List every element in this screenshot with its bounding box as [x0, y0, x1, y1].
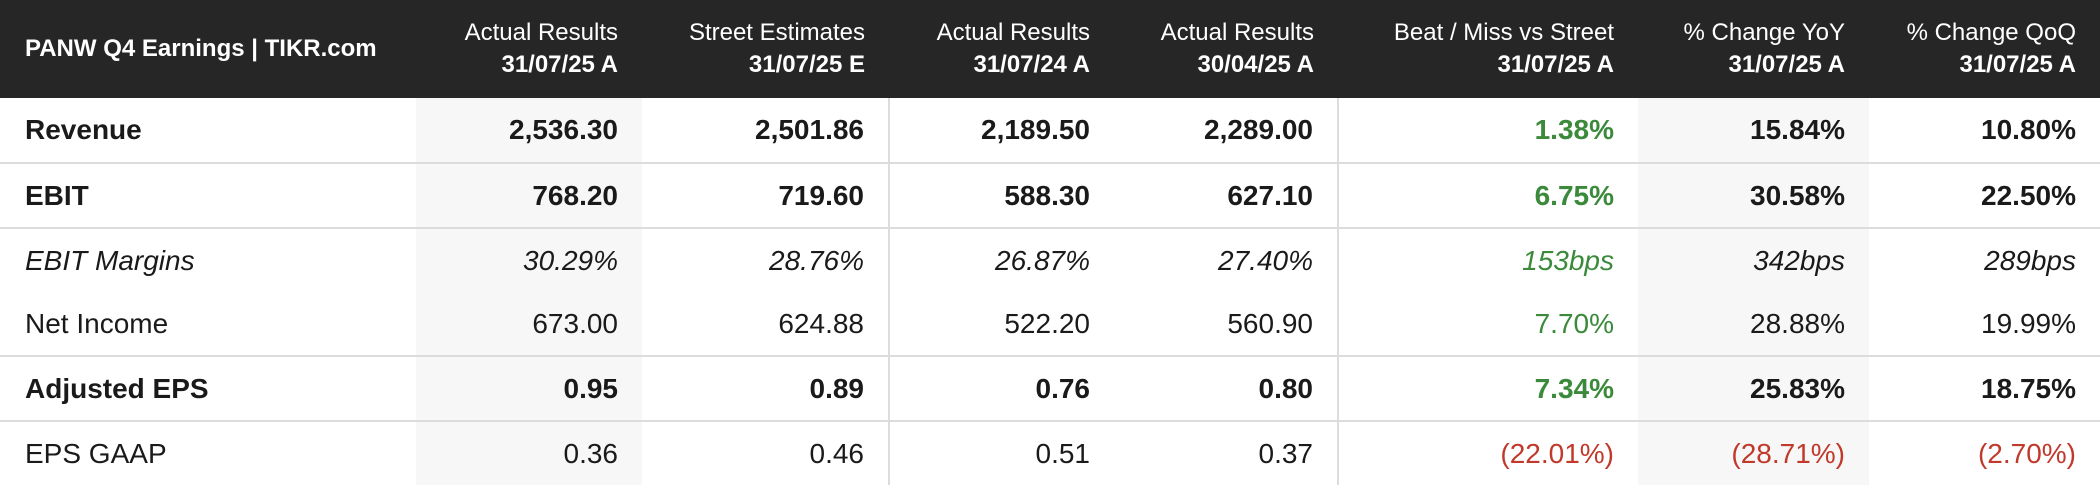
table-cell: 0.76: [889, 355, 1114, 421]
col-name: Beat / Miss vs Street: [1393, 19, 1614, 46]
table-cell: 27.40%: [1114, 227, 1339, 292]
col-name: % Change QoQ: [1906, 19, 2076, 46]
table-cell: 22.50%: [1869, 162, 2100, 228]
table-cell: 15.84%: [1638, 98, 1869, 163]
table-cell: (2.70%): [1869, 420, 2100, 485]
table-cell: 673.00: [416, 292, 642, 356]
row-label: EBIT: [0, 162, 416, 228]
table-cell: 0.36: [416, 420, 642, 485]
table-row: EBIT 768.20 719.60 588.30 627.10 6.75% 30.58% 2…: [0, 162, 2100, 228]
table-cell: 0.95: [416, 355, 642, 421]
col-name: Actual Results: [1160, 19, 1314, 46]
table-cell: 768.20: [416, 162, 642, 228]
col-name: Actual Results: [464, 19, 618, 46]
table-cell: 624.88: [642, 292, 890, 356]
table-cell: 28.76%: [642, 227, 890, 292]
table-cell: 342bps: [1638, 227, 1869, 292]
col-header-beat-miss: Beat / Miss vs Street 31/07/25 A: [1338, 0, 1638, 98]
col-period: 31/07/25 E: [748, 51, 865, 78]
col-period: 31/07/25 A: [501, 51, 618, 78]
earnings-table: PANW Q4 Earnings | TIKR.com Actual Resul…: [0, 0, 2100, 485]
table-cell: 2,501.86: [642, 98, 890, 163]
row-label: EPS GAAP: [0, 420, 416, 485]
col-header-street-estimates: Street Estimates 31/07/25 E: [642, 0, 889, 98]
table-cell: 0.89: [642, 355, 890, 421]
row-label: Revenue: [25, 114, 142, 145]
col-header-change-qoq: % Change QoQ 31/07/25 A: [1869, 0, 2100, 98]
table-row: Revenue 2,536.30 2,501.86 2,189.50 2,289.00 1…: [0, 98, 2100, 163]
table-cell: 30.58%: [1638, 162, 1869, 228]
table-cell: 2,289.00: [1114, 98, 1339, 163]
table-cell: 522.20: [1004, 307, 1090, 339]
table-cell: 153bps: [1338, 227, 1638, 292]
table-cell: 6.75%: [1338, 162, 1638, 228]
table-cell: 2,536.30: [416, 98, 642, 163]
table-cell: 588.30: [889, 162, 1114, 228]
table-body: Revenue 2,536.30 2,501.86 2,189.50 2,289.00 1…: [0, 98, 2100, 485]
table-cell: 19.99%: [1981, 307, 2076, 339]
col-header-change-yoy: % Change YoY 31/07/25 A: [1638, 0, 1869, 98]
table-row: Net Income 673.00 624.88 522.20 560.90 7.70% 2…: [0, 292, 2100, 356]
table-cell: 30.29%: [416, 227, 642, 292]
table-cell: 0.46: [642, 420, 890, 485]
col-name: Actual Results: [936, 19, 1090, 46]
col-period: 31/07/25 A: [1728, 51, 1845, 78]
table-row: Adjusted EPS 0.95 0.89 0.76 0.80 7.34% 25.83% 1…: [0, 355, 2100, 421]
table-row: EPS GAAP 0.36 0.46 0.51 0.37 (22.01%) (28.71%)…: [0, 420, 2100, 485]
table-cell: 7.34%: [1338, 355, 1638, 421]
table-cell: 18.75%: [1869, 355, 2100, 421]
col-period: 31/07/24 A: [973, 51, 1090, 78]
col-header-actual-q4-25: Actual Results 31/07/25 A: [416, 0, 642, 98]
table-cell: 25.83%: [1638, 355, 1869, 421]
col-period: 31/07/25 A: [1497, 51, 1614, 78]
table-title: PANW Q4 Earnings | TIKR.com: [25, 35, 377, 62]
col-period: 30/04/25 A: [1197, 51, 1314, 78]
table-cell: (22.01%): [1338, 420, 1638, 485]
table-cell: 719.60: [642, 162, 890, 228]
table-cell: 0.80: [1114, 355, 1339, 421]
table-cell: 1.38%: [1534, 114, 1614, 145]
row-label: EBIT Margins: [0, 227, 416, 292]
col-name: Street Estimates: [688, 19, 865, 46]
table-cell: 0.37: [1114, 420, 1339, 485]
table-cell: 2,189.50: [981, 114, 1090, 145]
table-cell: 560.90: [1114, 292, 1339, 356]
col-period: 31/07/25 A: [1959, 51, 2076, 78]
col-header-actual-q3-25: Actual Results 30/04/25 A: [1114, 0, 1338, 98]
table-cell: 289bps: [1869, 227, 2100, 292]
header-row: PANW Q4 Earnings | TIKR.com Actual Resul…: [0, 0, 2100, 98]
table-cell: 7.70%: [1534, 307, 1614, 339]
table-row: EBIT Margins 30.29% 28.76% 26.87% 27.40% 153b…: [0, 227, 2100, 292]
row-label: Adjusted EPS: [0, 355, 416, 421]
col-header-actual-q4-24: Actual Results 31/07/24 A: [889, 0, 1114, 98]
table-cell: 0.51: [889, 420, 1114, 485]
col-name: % Change YoY: [1683, 19, 1845, 46]
row-label: Net Income: [25, 307, 169, 339]
table-cell: 10.80%: [1981, 114, 2076, 145]
table-cell: 26.87%: [889, 227, 1114, 292]
table-cell: 28.88%: [1638, 292, 1869, 356]
table-cell: 627.10: [1114, 162, 1339, 228]
table-cell: (28.71%): [1638, 420, 1869, 485]
